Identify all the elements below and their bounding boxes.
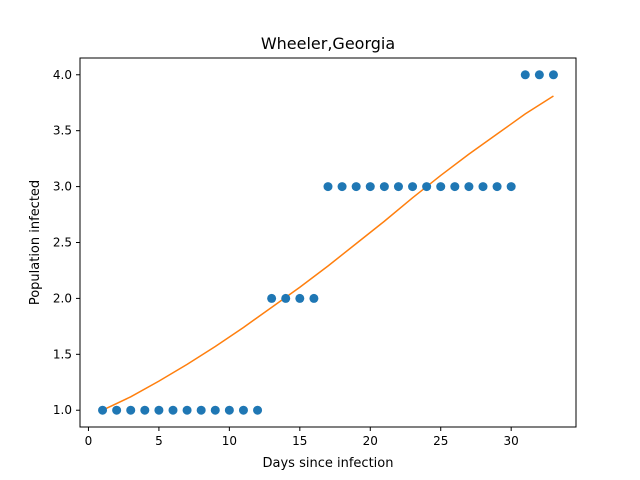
data-point — [168, 405, 178, 415]
data-point — [281, 293, 291, 303]
plot-data — [98, 70, 558, 415]
data-point — [295, 293, 305, 303]
data-point — [436, 182, 446, 192]
y-tick-label: 3.0 — [53, 180, 72, 194]
data-point — [196, 405, 206, 415]
data-point — [393, 182, 403, 192]
x-tick-label: 10 — [222, 434, 237, 448]
data-point — [506, 182, 516, 192]
data-point — [140, 405, 150, 415]
data-point — [337, 182, 347, 192]
fit-line — [102, 95, 554, 411]
x-tick-label: 15 — [292, 434, 307, 448]
y-tick-label: 2.0 — [53, 291, 72, 305]
y-tick-label: 4.0 — [53, 68, 72, 82]
data-point — [154, 405, 164, 415]
data-point — [238, 405, 248, 415]
chart-title: Wheeler,Georgia — [261, 34, 395, 53]
x-tick-label: 25 — [433, 434, 448, 448]
data-point — [224, 405, 234, 415]
data-point — [408, 182, 418, 192]
data-point — [253, 405, 263, 415]
data-point — [112, 405, 122, 415]
data-point — [351, 182, 361, 192]
data-point — [365, 182, 375, 192]
data-point — [379, 182, 389, 192]
y-tick-label: 1.5 — [53, 347, 72, 361]
data-point — [464, 182, 474, 192]
data-point — [210, 405, 220, 415]
data-point — [548, 70, 558, 80]
data-point — [520, 70, 530, 80]
y-tick-label: 3.5 — [53, 124, 72, 138]
data-point — [478, 182, 488, 192]
y-tick-label: 1.0 — [53, 403, 72, 417]
data-point — [98, 405, 108, 415]
data-point — [267, 293, 277, 303]
data-point — [323, 182, 333, 192]
data-point — [534, 70, 544, 80]
axes: 0 5 10 15 20 25 30 1.0 1.5 2.0 2.5 3.0 3.5 4.0 — [53, 68, 519, 448]
x-tick-label: 20 — [363, 434, 378, 448]
x-tick-label: 0 — [85, 434, 93, 448]
data-point — [450, 182, 460, 192]
y-tick-label: 2.5 — [53, 236, 72, 250]
x-axis-label: Days since infection — [263, 456, 394, 471]
data-point — [492, 182, 502, 192]
data-point — [422, 182, 432, 192]
data-point — [126, 405, 136, 415]
plot-frame — [79, 57, 577, 428]
x-tick-label: 5 — [155, 434, 163, 448]
x-tick-label: 30 — [504, 434, 519, 448]
y-axis-label: Population infected — [28, 180, 43, 305]
data-point — [182, 405, 192, 415]
data-point — [309, 293, 319, 303]
